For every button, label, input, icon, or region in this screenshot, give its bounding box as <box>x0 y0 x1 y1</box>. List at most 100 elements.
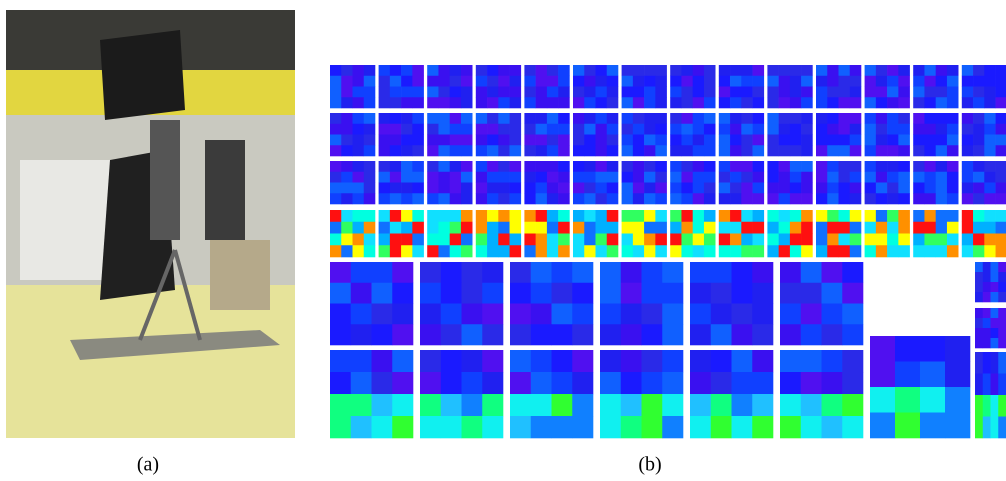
heatmap-cell <box>547 210 559 222</box>
heatmap-cell <box>719 172 731 183</box>
heatmap-cell <box>487 222 499 234</box>
heatmap-cell <box>913 245 925 257</box>
heatmap-cell <box>379 135 391 146</box>
heatmap-cell <box>364 65 376 76</box>
heatmap-cell <box>524 135 536 146</box>
heatmap-cell <box>596 161 608 172</box>
heatmap-cell <box>420 394 441 416</box>
heatmap-cell <box>482 350 503 372</box>
heatmap-cell <box>330 324 351 345</box>
heatmap-cell <box>887 135 899 146</box>
heatmap-cell <box>839 210 851 222</box>
heatmap-cell <box>441 372 462 394</box>
heatmap-cell <box>476 113 488 124</box>
heatmap-cell <box>622 245 634 257</box>
heatmap-cell <box>330 350 351 372</box>
heatmap-cell <box>462 324 483 345</box>
heatmap-cell <box>887 234 899 246</box>
heatmap-cell <box>524 76 536 87</box>
heatmap-cell <box>401 183 413 194</box>
heatmap-cell <box>351 324 372 345</box>
heatmap-cell <box>558 65 570 76</box>
heatmap-cell <box>693 193 705 204</box>
heatmap-cell <box>780 324 801 345</box>
heatmap-cell <box>427 210 439 222</box>
heatmap-cell <box>510 87 522 98</box>
heatmap-cell <box>427 222 439 234</box>
heatmap-cell <box>622 234 634 246</box>
heatmap-cell <box>991 262 999 272</box>
heatmap-cell <box>767 65 779 76</box>
heatmap-cell <box>816 222 828 234</box>
heatmap-cell <box>510 76 522 87</box>
heatmap-cell <box>730 193 742 204</box>
heatmap-grid <box>330 65 1006 438</box>
heatmap-cell <box>920 413 945 439</box>
heatmap-cell <box>662 283 683 304</box>
heatmap-cell <box>975 292 983 302</box>
heatmap-cell <box>887 172 899 183</box>
heatmap-cell <box>498 87 510 98</box>
heatmap-cell <box>681 245 693 257</box>
heatmap-cell <box>427 135 439 146</box>
heatmap-cell <box>801 304 822 325</box>
heatmap-cell <box>510 416 531 438</box>
heatmap-cell <box>498 76 510 87</box>
heatmap-cell <box>372 372 393 394</box>
heatmap-cell <box>487 97 499 108</box>
heatmap-cell <box>644 87 656 98</box>
heatmap-cell <box>693 210 705 222</box>
heatmap-cell <box>850 87 862 98</box>
heatmap-cell <box>962 135 974 146</box>
heatmap-cell <box>816 145 828 156</box>
heatmap-cell <box>584 161 596 172</box>
heatmap-cell <box>983 308 991 318</box>
heatmap-cell <box>670 65 682 76</box>
heatmap-cell <box>801 324 822 345</box>
heatmap-cell <box>839 76 851 87</box>
heatmap-cell <box>704 245 716 257</box>
heatmap-cell <box>693 65 705 76</box>
heatmap-cell <box>573 124 585 135</box>
heatmap-cell <box>767 172 779 183</box>
heatmap-cell <box>412 124 424 135</box>
heatmap-cell <box>753 145 765 156</box>
heatmap-cell <box>947 193 959 204</box>
heatmap-cell <box>558 222 570 234</box>
heatmap-cell <box>704 76 716 87</box>
heatmap-cell <box>392 262 413 283</box>
heatmap-cell <box>790 65 802 76</box>
heatmap-cell <box>693 145 705 156</box>
heatmap-cell <box>622 183 634 194</box>
heatmap-cell <box>427 245 439 257</box>
heatmap-cell <box>622 135 634 146</box>
heatmap-cell <box>865 97 877 108</box>
heatmap-cell <box>876 172 888 183</box>
heatmap-cell <box>379 65 391 76</box>
heatmap-cell <box>412 97 424 108</box>
heatmap-cell <box>767 193 779 204</box>
heatmap-cell <box>482 304 503 325</box>
heatmap-cell <box>801 76 813 87</box>
heatmap-cell <box>401 172 413 183</box>
heatmap-cell <box>573 135 585 146</box>
heatmap-cell <box>462 372 483 394</box>
heatmap-cell <box>865 161 877 172</box>
heatmap-cell <box>827 210 839 222</box>
heatmap-cell <box>476 193 488 204</box>
heatmap-cell <box>412 161 424 172</box>
heatmap-cell <box>913 97 925 108</box>
heatmap-cell <box>767 97 779 108</box>
heatmap-cell <box>962 161 974 172</box>
heatmap-cell <box>870 387 895 413</box>
heatmap-cell <box>801 193 813 204</box>
heatmap-cell <box>704 124 716 135</box>
heatmap-cell <box>947 65 959 76</box>
heatmap-cell <box>827 65 839 76</box>
heatmap-cell <box>450 183 462 194</box>
heatmap-cell <box>790 161 802 172</box>
heatmap-cell <box>975 272 983 282</box>
heatmap-cell <box>983 282 991 292</box>
heatmap-cell <box>351 372 372 394</box>
heatmap-cell <box>936 87 948 98</box>
